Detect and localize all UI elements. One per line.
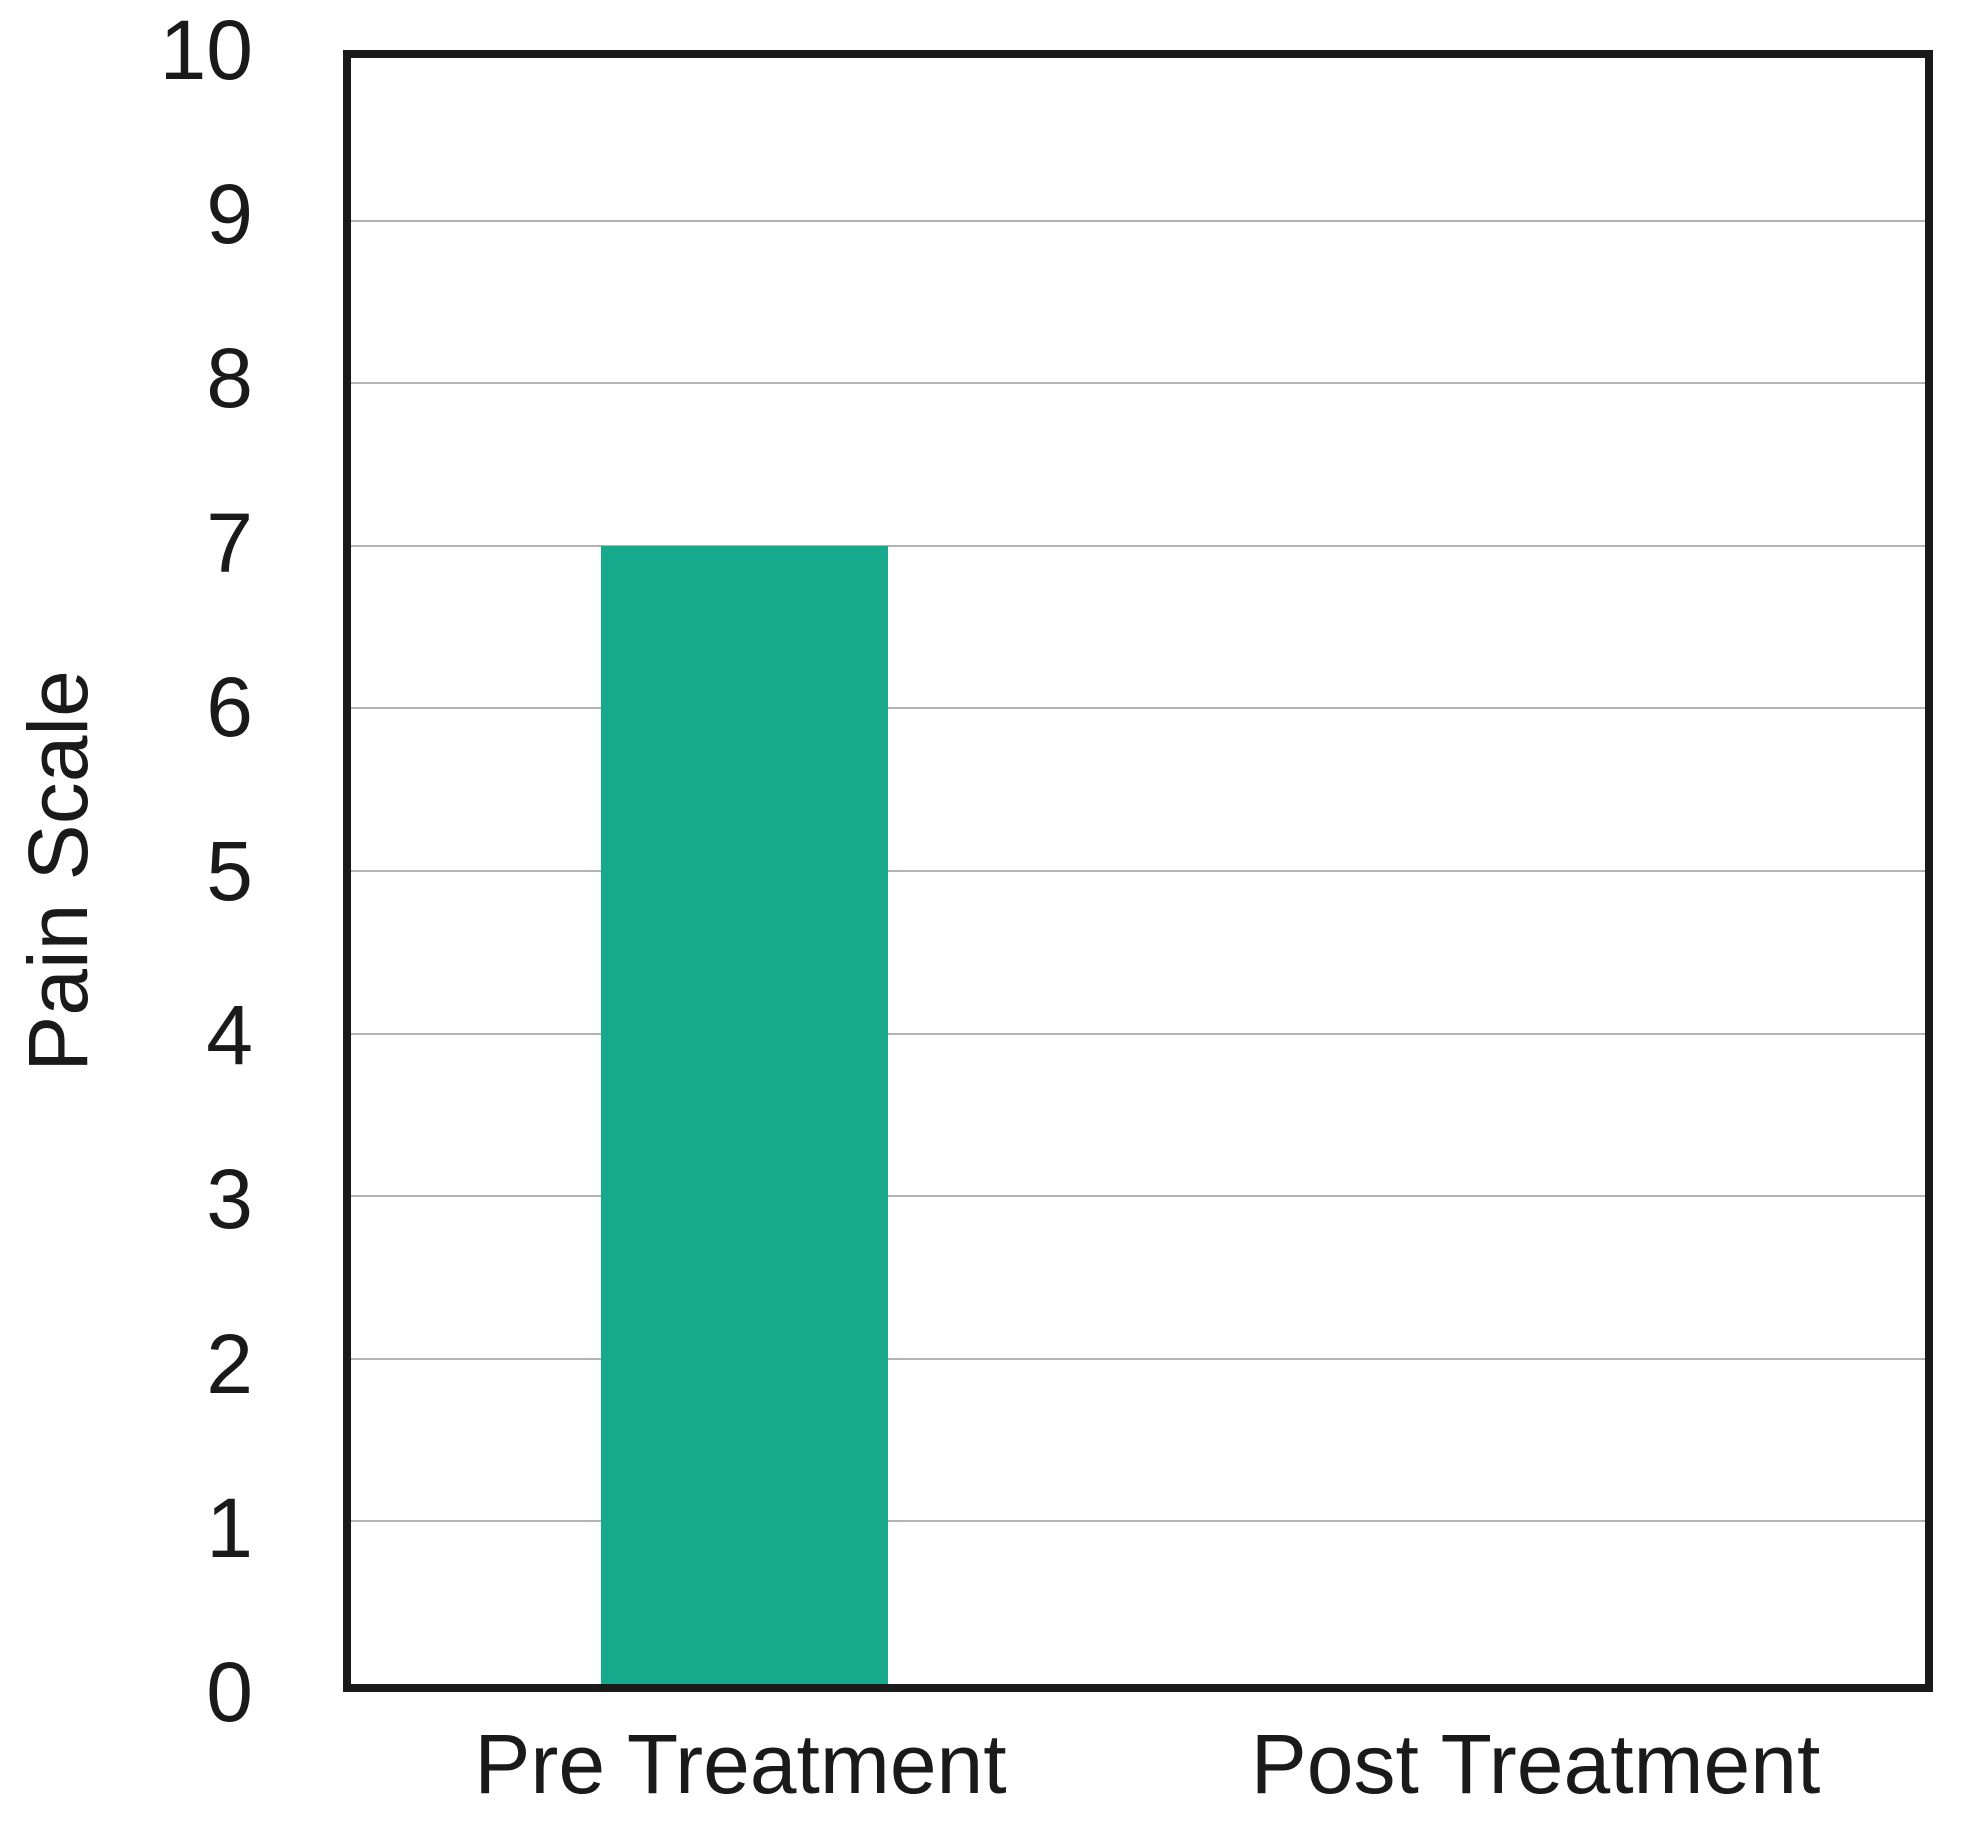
y-tick-label: 4 — [206, 988, 253, 1083]
y-tick-label: 6 — [206, 659, 253, 754]
gridline — [351, 707, 1925, 710]
gridline — [351, 1032, 1925, 1035]
gridline — [351, 219, 1925, 222]
y-tick-label: 10 — [159, 3, 253, 97]
plot-area — [343, 50, 1933, 1692]
gridline — [351, 1357, 1925, 1360]
y-tick-label: 2 — [206, 1316, 253, 1411]
y-tick-label: 7 — [206, 495, 253, 590]
gridline — [351, 870, 1925, 872]
gridline — [351, 544, 1925, 547]
bar-pre-treatment — [600, 545, 889, 1684]
y-tick-label: 8 — [206, 331, 253, 426]
gridline — [351, 1195, 1925, 1198]
x-category-label: Pre Treatment — [474, 1717, 1007, 1811]
x-category-label: Post Treatment — [1250, 1717, 1821, 1811]
y-tick-label: 9 — [206, 167, 253, 262]
y-axis-tick-labels: 0 1 2 3 4 5 6 7 8 9 10 — [0, 8, 253, 1734]
plot-inner — [351, 58, 1925, 1684]
y-tick-label: 0 — [206, 1645, 253, 1739]
y-tick-label: 3 — [206, 1152, 253, 1247]
y-tick-label: 1 — [206, 1480, 253, 1575]
y-tick-label: 5 — [206, 824, 253, 918]
x-axis-category-labels: Pre Treatment Post Treatment — [343, 1717, 1933, 1811]
gridline — [351, 382, 1925, 385]
gridline — [351, 1520, 1925, 1523]
